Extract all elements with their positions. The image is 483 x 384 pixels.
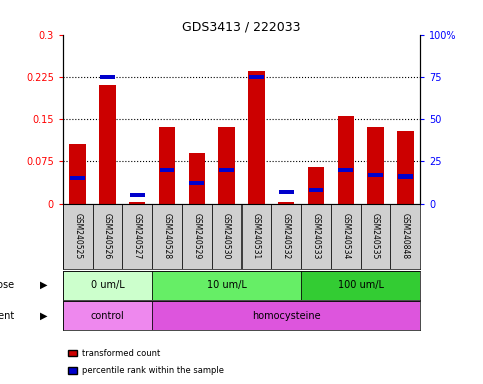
- Text: GSM240848: GSM240848: [401, 213, 410, 259]
- Bar: [339, 168, 353, 172]
- Text: GSM240528: GSM240528: [163, 213, 171, 259]
- Text: dose: dose: [0, 280, 14, 290]
- Bar: [301, 271, 420, 300]
- Text: 10 um/L: 10 um/L: [207, 280, 246, 290]
- Text: GSM240529: GSM240529: [192, 213, 201, 259]
- Bar: [331, 204, 361, 269]
- Text: GSM240526: GSM240526: [103, 213, 112, 259]
- Text: percentile rank within the sample: percentile rank within the sample: [82, 366, 224, 375]
- Bar: [160, 168, 174, 172]
- Bar: [219, 168, 234, 172]
- Bar: [129, 202, 145, 204]
- Bar: [122, 204, 152, 269]
- Bar: [189, 153, 205, 204]
- Bar: [159, 127, 175, 204]
- Bar: [130, 193, 144, 197]
- Bar: [152, 271, 301, 300]
- Text: 100 um/L: 100 um/L: [338, 280, 384, 290]
- Text: GSM240532: GSM240532: [282, 213, 291, 259]
- Bar: [63, 204, 93, 269]
- Bar: [338, 116, 354, 204]
- Bar: [63, 271, 152, 300]
- Bar: [100, 75, 115, 79]
- Bar: [398, 174, 412, 179]
- Bar: [152, 301, 420, 330]
- Bar: [218, 127, 235, 204]
- Bar: [63, 301, 152, 330]
- Text: agent: agent: [0, 311, 14, 321]
- Bar: [278, 202, 294, 204]
- Bar: [361, 204, 390, 269]
- Bar: [390, 204, 420, 269]
- Text: homocysteine: homocysteine: [252, 311, 321, 321]
- Bar: [93, 204, 122, 269]
- Bar: [308, 167, 324, 204]
- Bar: [309, 188, 323, 192]
- Text: GSM240535: GSM240535: [371, 213, 380, 259]
- Title: GDS3413 / 222033: GDS3413 / 222033: [182, 20, 301, 33]
- Bar: [368, 127, 384, 204]
- Text: ▶: ▶: [40, 280, 47, 290]
- Text: GSM240533: GSM240533: [312, 213, 320, 259]
- Bar: [397, 131, 413, 204]
- Text: GSM240534: GSM240534: [341, 213, 350, 259]
- Bar: [71, 176, 85, 180]
- Bar: [301, 204, 331, 269]
- Text: ▶: ▶: [40, 311, 47, 321]
- Bar: [271, 204, 301, 269]
- Text: GSM240530: GSM240530: [222, 213, 231, 259]
- Text: GSM240531: GSM240531: [252, 213, 261, 259]
- Text: GSM240527: GSM240527: [133, 213, 142, 259]
- Bar: [152, 204, 182, 269]
- Bar: [248, 71, 265, 204]
- Bar: [189, 181, 204, 185]
- Text: transformed count: transformed count: [82, 349, 160, 358]
- Text: 0 um/L: 0 um/L: [91, 280, 124, 290]
- Text: control: control: [91, 311, 124, 321]
- Text: GSM240525: GSM240525: [73, 213, 82, 259]
- Bar: [182, 204, 212, 269]
- Bar: [242, 204, 271, 269]
- Bar: [249, 75, 264, 79]
- Bar: [70, 144, 86, 204]
- Bar: [279, 190, 294, 194]
- Bar: [212, 204, 242, 269]
- Bar: [99, 85, 115, 204]
- Bar: [368, 173, 383, 177]
